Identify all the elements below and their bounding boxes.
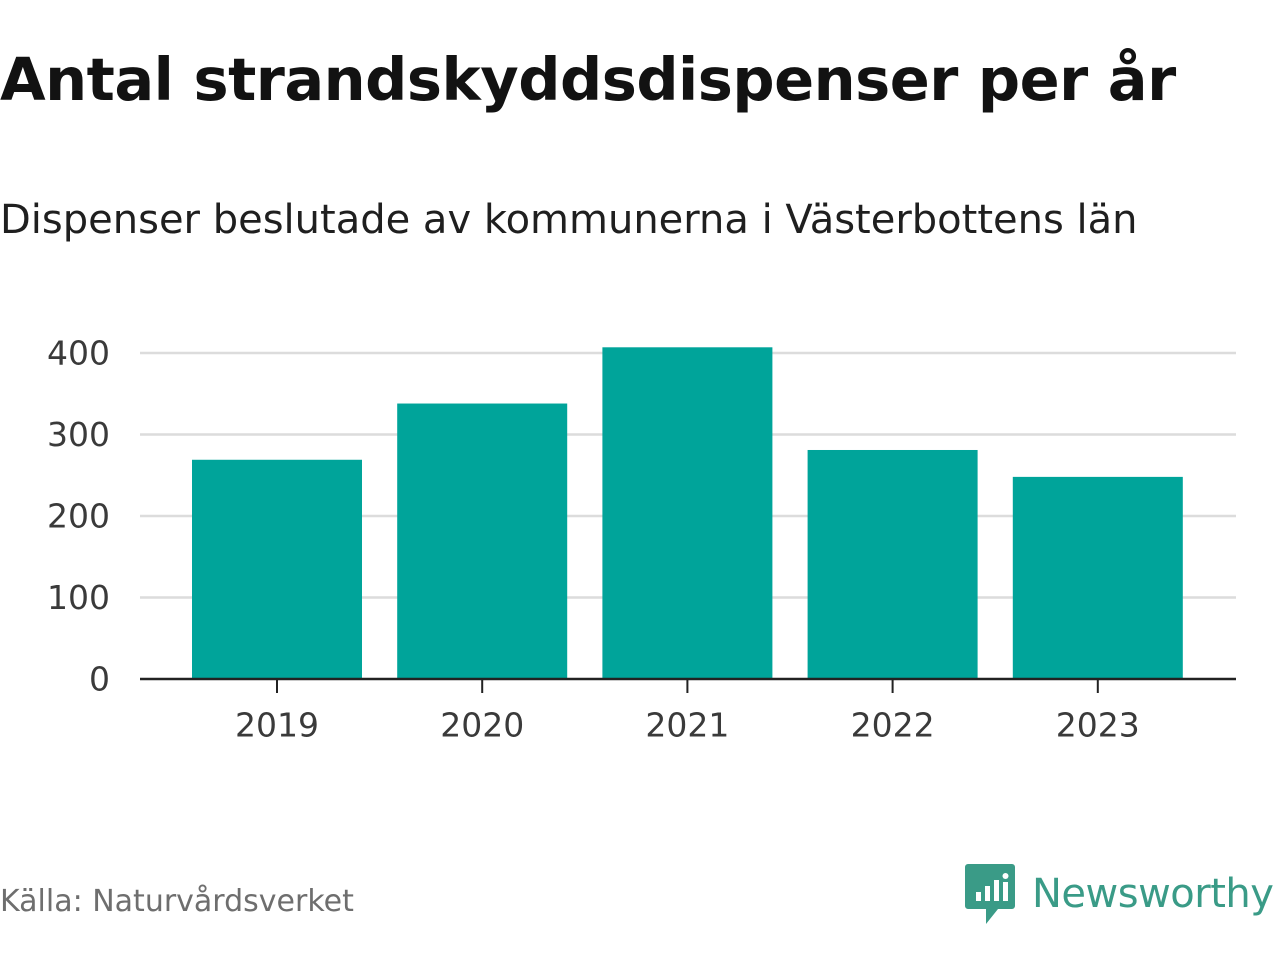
x-tick-label: 2023	[1056, 706, 1140, 745]
x-tick-label: 2019	[235, 706, 319, 745]
y-tick-label: 100	[47, 578, 110, 617]
y-tick-label: 200	[47, 497, 110, 536]
y-tick-label: 0	[89, 660, 110, 699]
y-axis-ticks: 0 100 200 300 400	[47, 334, 110, 699]
source-note: Källa: Naturvårdsverket	[0, 884, 354, 919]
bar-2022	[807, 449, 978, 679]
newsworthy-logo-icon	[965, 864, 1015, 924]
brand-logo: Newsworthy	[964, 862, 1274, 926]
bars	[192, 347, 1183, 679]
x-tick-label: 2022	[851, 706, 935, 745]
brand-name: Newsworthy	[1032, 871, 1274, 917]
bar-2019	[192, 459, 362, 679]
x-tick-label: 2020	[440, 706, 524, 745]
bar-2023	[1012, 476, 1183, 679]
y-tick-label: 400	[47, 334, 110, 373]
y-tick-label: 300	[47, 415, 110, 454]
x-axis-ticks: 2019 2020 2021 2022 2023	[235, 679, 1140, 745]
bar-2020	[397, 403, 568, 679]
bar-2021	[602, 347, 773, 679]
x-tick-label: 2021	[645, 706, 729, 745]
bar-chart: 0 100 200 300 400 2019 2020 2021 2022 2023	[47, 334, 1236, 745]
chart-title: Antal strandskyddsdispenser per år	[0, 45, 1176, 114]
chart-subtitle: Dispenser beslutade av kommunerna i Väst…	[0, 197, 1138, 243]
